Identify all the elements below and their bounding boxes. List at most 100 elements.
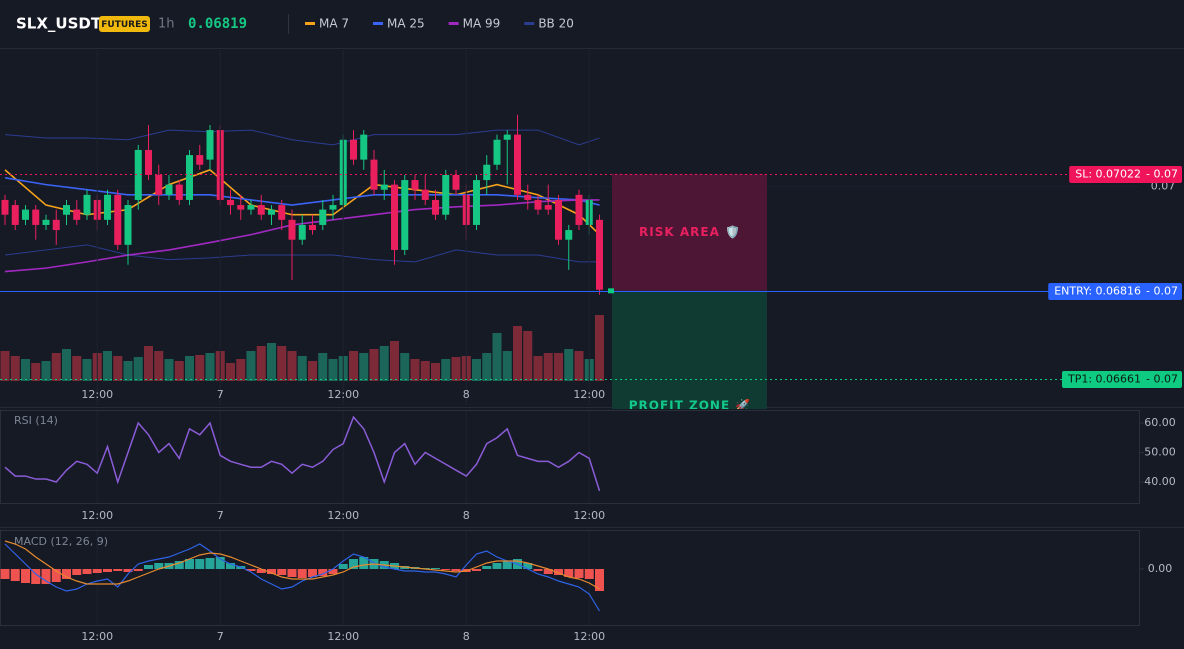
volume-bar: [10, 356, 20, 381]
histogram-bar: [554, 569, 563, 575]
volume-bar: [379, 346, 389, 381]
volume-bar: [51, 353, 61, 381]
histogram-bar: [308, 569, 317, 577]
y-tick-label: 0.00: [1148, 562, 1173, 575]
volume-bar: [123, 361, 133, 381]
volume-bar: [236, 359, 246, 381]
entry-marker: [608, 288, 614, 294]
histogram-bar: [215, 557, 225, 569]
volume-bar: [502, 351, 512, 381]
volume-bar: [72, 356, 82, 381]
volume-bar: [185, 356, 194, 381]
x-tick-label: 12:00: [573, 388, 605, 401]
candle-body: [411, 180, 419, 190]
volume-bar: [82, 359, 92, 381]
candle-body: [52, 219, 60, 231]
candle-body: [186, 155, 193, 200]
candle-body: [288, 219, 296, 240]
volume-bar: [420, 361, 430, 381]
volume-bar: [369, 349, 379, 381]
candle-body: [227, 199, 234, 206]
x-tick-label: 12:00: [81, 630, 113, 643]
candle-body: [452, 174, 460, 190]
candle-body: [63, 205, 70, 215]
candle-body: [391, 184, 398, 250]
volume-bar: [246, 351, 256, 381]
x-tick-label: 8: [463, 630, 470, 643]
histogram-bar: [287, 569, 297, 577]
histogram-bar: [31, 569, 41, 584]
histogram-bar: [482, 566, 492, 569]
badge: FUTURES: [101, 20, 147, 30]
candle-body: [544, 205, 552, 210]
volume-bar: [31, 363, 41, 381]
candle-body: [370, 159, 378, 190]
histogram-bar: [431, 568, 440, 569]
volume-bar: [513, 326, 522, 381]
candle-body: [22, 209, 29, 220]
histogram-bar: [226, 563, 235, 569]
pane-title: RSI (14): [14, 414, 58, 427]
histogram-bar: [256, 569, 266, 573]
zone-label: PROFIT ZONE 🚀: [629, 399, 752, 413]
volume-bar: [174, 361, 184, 381]
histogram-bar: [595, 569, 604, 591]
pane-title: MACD (12, 26, 9): [14, 535, 108, 548]
histogram-bar: [297, 569, 307, 578]
x-tick-label: 12:00: [327, 630, 359, 643]
volume-bar: [359, 353, 369, 381]
bollinger-band: [4, 244, 600, 263]
volume-bar: [0, 351, 10, 381]
volume-bar: [482, 353, 492, 381]
histogram-bar: [113, 569, 123, 571]
candle-body: [514, 134, 521, 195]
volume-bar: [205, 353, 215, 381]
histogram-bar: [195, 559, 205, 569]
candle-body: [473, 180, 480, 225]
volume-bar: [554, 353, 563, 381]
volume-bar: [431, 363, 440, 381]
volume-bar: [349, 351, 358, 381]
histogram-bar: [246, 569, 256, 571]
price-tag-bg: [1061, 371, 1182, 388]
symbol: SLX_USDT: [16, 15, 102, 33]
volume-bar: [164, 359, 174, 381]
price-tag-bg: [1048, 283, 1182, 300]
volume-bar: [144, 346, 153, 381]
candle-body: [1, 199, 9, 215]
legend-swatch: [524, 22, 535, 25]
volume-bar: [328, 359, 338, 381]
x-tick-label: 12:00: [573, 630, 605, 643]
candle-body: [237, 205, 245, 210]
legend-swatch: [448, 22, 459, 25]
histogram-bar: [328, 569, 338, 574]
histogram-bar: [51, 569, 61, 582]
candle-body: [534, 199, 542, 210]
rsi-pane-frame: [0, 410, 1140, 504]
histogram-bar: [205, 558, 215, 569]
histogram-bar: [338, 564, 348, 569]
price-tag-label: SL: 0.07022: [1075, 168, 1141, 181]
volume-bar: [472, 359, 481, 381]
candle-body: [596, 219, 603, 290]
badge-bg: [99, 16, 150, 32]
histogram-bar: [0, 569, 10, 579]
volume-bar: [226, 363, 235, 381]
candle-body: [175, 184, 183, 200]
volume-bar: [308, 361, 317, 381]
histogram-bar: [133, 569, 143, 571]
candle-body: [257, 205, 265, 215]
volume-bar: [564, 349, 574, 381]
candle-body: [493, 139, 501, 165]
candle-body: [145, 149, 152, 175]
x-tick-label: 7: [217, 388, 224, 401]
candle-body: [83, 194, 91, 215]
legend-label: MA 99: [463, 17, 501, 31]
volume-bar: [595, 315, 604, 381]
x-tick-label: 8: [463, 509, 470, 522]
candle-body: [104, 194, 111, 220]
position-zone: [612, 173, 767, 291]
volume-bar: [390, 341, 399, 381]
